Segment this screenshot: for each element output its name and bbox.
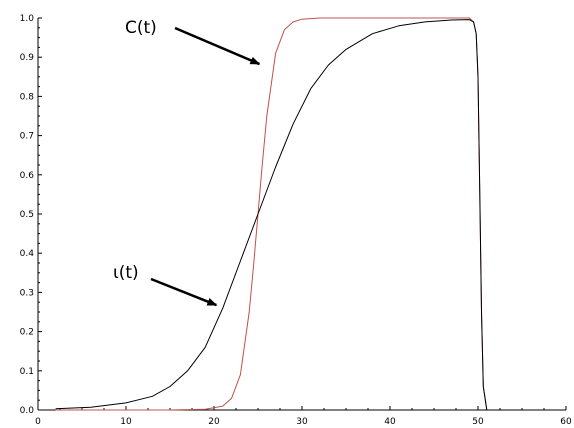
x-tick-label: 0: [35, 417, 41, 427]
x-tick-label: 40: [384, 417, 396, 427]
x-tick-label: 50: [472, 417, 484, 427]
annotation-label-ct: C(t): [125, 18, 157, 38]
annotation-arrow-iota: [150, 277, 218, 307]
series-line-iota: [55, 19, 488, 411]
x-tick-label: 30: [296, 417, 308, 427]
x-axis-ticks: 0 10 20 30 40 50 60: [35, 406, 572, 427]
series-line-ct: [55, 17, 488, 411]
y-tick-label: 0.5: [20, 210, 34, 220]
y-tick-label: 0.4: [20, 249, 35, 259]
y-tick-label: 0.7: [20, 132, 34, 142]
series-layer: [55, 17, 488, 411]
y-tick-label: 1.0: [20, 14, 35, 24]
y-tick-label: 0.0: [20, 406, 35, 416]
y-axis-ticks: 0.0 0.1 0.2 0.3 0.4 0.5 0.6 0.7 0.8 0.9 1.0: [20, 14, 42, 416]
x-tick-label: 10: [120, 417, 132, 427]
axes: [37, 18, 566, 411]
annotations: C(t) ι(t): [113, 18, 261, 307]
annotation-arrow-ct: [174, 26, 261, 66]
y-tick-label: 0.8: [20, 92, 35, 102]
y-tick-label: 0.3: [20, 288, 34, 298]
y-tick-label: 0.9: [20, 53, 35, 63]
y-tick-label: 0.2: [20, 328, 34, 338]
annotation-label-iota: ι(t): [113, 263, 139, 283]
x-tick-label: 20: [208, 417, 220, 427]
y-tick-label: 0.6: [20, 171, 35, 181]
y-tick-label: 0.1: [20, 367, 34, 377]
x-tick-label: 60: [560, 417, 572, 427]
